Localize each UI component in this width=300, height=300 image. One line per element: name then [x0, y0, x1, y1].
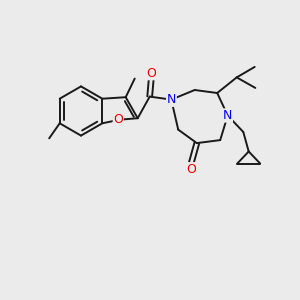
- Text: N: N: [167, 93, 176, 106]
- Text: O: O: [113, 113, 123, 126]
- Text: N: N: [167, 93, 176, 106]
- Text: N: N: [223, 109, 232, 122]
- Text: O: O: [146, 67, 156, 80]
- Text: O: O: [187, 163, 196, 176]
